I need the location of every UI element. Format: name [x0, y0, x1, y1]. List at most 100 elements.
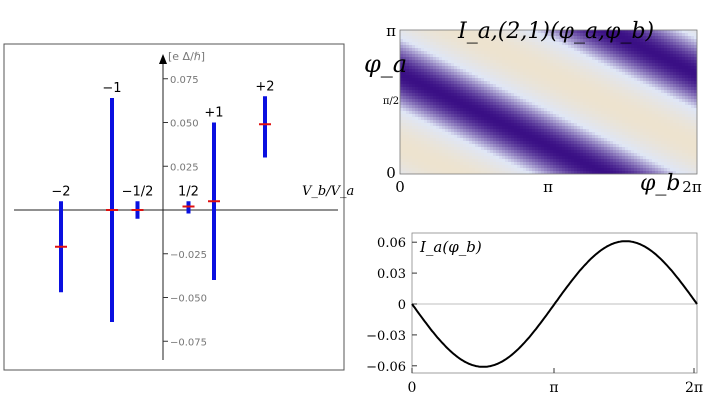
heat-cell [604, 39, 608, 43]
heat-cell [496, 36, 500, 40]
heat-cell [427, 168, 431, 172]
heat-cell [418, 57, 422, 61]
heat-cell [460, 147, 464, 151]
heat-cell [430, 42, 434, 46]
heat-cell [655, 102, 659, 106]
heat-cell [415, 123, 419, 127]
heat-cell [475, 138, 479, 142]
heat-cell [523, 39, 527, 43]
heat-cell [418, 144, 422, 148]
heat-cell [526, 138, 530, 142]
heat-cell [688, 39, 692, 43]
heat-cell [409, 159, 413, 163]
heat-cell [628, 162, 632, 166]
heat-cell [508, 156, 512, 160]
heat-cell [676, 132, 680, 136]
heat-cell [604, 153, 608, 157]
heat-cell [574, 126, 578, 130]
heat-cell [553, 150, 557, 154]
heat-cell [688, 99, 692, 103]
heat-cell [565, 42, 569, 46]
heat-cell [526, 123, 530, 127]
heat-cell [493, 33, 497, 37]
heat-cell [433, 48, 437, 52]
heat-cell [409, 81, 413, 85]
heat-cell [532, 135, 536, 139]
heat-cell [628, 120, 632, 124]
heat-cell [622, 72, 626, 76]
heat-cell [469, 63, 473, 67]
heat-cell [595, 69, 599, 73]
heat-cell [505, 90, 509, 94]
heat-cell [595, 153, 599, 157]
heat-cell [457, 33, 461, 37]
heat-cell [631, 144, 635, 148]
heat-cell [658, 84, 662, 88]
heat-cell [460, 171, 464, 174]
heat-cell [544, 72, 548, 76]
heat-cell [418, 168, 422, 172]
y-tick-label: 0.075 [170, 75, 199, 86]
heat-cell [613, 168, 617, 172]
heat-cell [451, 153, 455, 157]
heat-cell [655, 105, 659, 109]
heat-cell [448, 126, 452, 130]
heat-cell [403, 102, 407, 106]
heat-cell [451, 144, 455, 148]
heat-cell [493, 129, 497, 133]
heat-cell [529, 132, 533, 136]
heat-cell [574, 153, 578, 157]
heat-cell [661, 63, 665, 67]
heat-cell [439, 165, 443, 169]
heat-cell [460, 156, 464, 160]
heat-cell [487, 60, 491, 64]
heat-cell [514, 39, 518, 43]
heat-cell [508, 54, 512, 58]
heat-cell [637, 96, 641, 100]
heat-cell [634, 147, 638, 151]
heat-cell [625, 120, 629, 124]
heat-cell [511, 117, 515, 121]
heat-cell [445, 63, 449, 67]
heat-cell [400, 63, 404, 67]
heat-cell [649, 57, 653, 61]
heat-cell [442, 141, 446, 145]
heat-cell [538, 48, 542, 52]
heat-cell [403, 135, 407, 139]
heat-cell [538, 150, 542, 154]
heat-cell [469, 156, 473, 160]
heat-cell [400, 129, 404, 133]
heat-cell [592, 156, 596, 160]
heat-cell [478, 81, 482, 85]
heat-cell [511, 138, 515, 142]
heat-cell [541, 117, 545, 121]
heat-cell [616, 51, 620, 55]
heat-cell [601, 114, 605, 118]
heat-cell [433, 114, 437, 118]
heat-cell [646, 36, 650, 40]
heat-cell [622, 33, 626, 37]
heat-cell [532, 90, 536, 94]
heat-cell [571, 51, 575, 55]
heat-cell [526, 153, 530, 157]
heat-cell [655, 30, 659, 34]
heat-cell [532, 120, 536, 124]
heat-cell [604, 93, 608, 97]
heat-cell [646, 138, 650, 142]
heat-cell [565, 57, 569, 61]
heat-cell [442, 108, 446, 112]
heat-cell [637, 84, 641, 88]
heat-cell [469, 75, 473, 79]
heat-cell [520, 132, 524, 136]
heat-cell [511, 60, 515, 64]
heat-cell [634, 99, 638, 103]
heat-cell [658, 129, 662, 133]
heat-cell [544, 69, 548, 73]
heat-cell [517, 120, 521, 124]
heat-cell [595, 63, 599, 67]
heat-cell [628, 72, 632, 76]
heat-cell [409, 75, 413, 79]
heat-cell [640, 30, 644, 34]
heat-cell [583, 111, 587, 115]
heat-cell [496, 93, 500, 97]
